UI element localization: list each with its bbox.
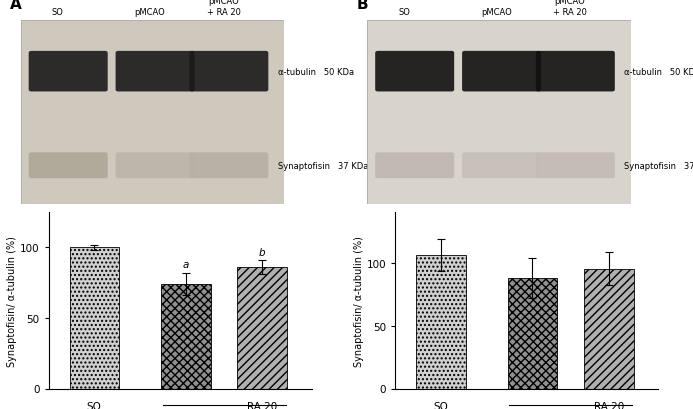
Bar (69, 248, 119, 389)
Y-axis label: Synaptofisin/ α-tubulin (%): Synaptofisin/ α-tubulin (%) (7, 235, 17, 366)
Text: RA 20: RA 20 (594, 401, 624, 409)
FancyBboxPatch shape (462, 153, 541, 179)
FancyBboxPatch shape (189, 153, 268, 179)
Text: pMCAO
+ RA 20: pMCAO + RA 20 (553, 0, 587, 17)
Text: Synaptofisin   37 KDa: Synaptofisin 37 KDa (624, 162, 693, 170)
FancyBboxPatch shape (536, 153, 615, 179)
Text: SO: SO (52, 8, 64, 17)
FancyBboxPatch shape (375, 52, 454, 92)
Bar (238, 267, 287, 389)
Text: b: b (259, 247, 265, 257)
FancyBboxPatch shape (462, 52, 541, 92)
Text: RA 20: RA 20 (247, 401, 277, 409)
FancyBboxPatch shape (28, 52, 107, 92)
Text: a: a (183, 260, 189, 270)
Bar (507, 278, 557, 389)
Text: α-tubulin   50 KDa: α-tubulin 50 KDa (624, 67, 693, 76)
Text: A: A (10, 0, 22, 11)
FancyBboxPatch shape (116, 153, 195, 179)
Text: B: B (357, 0, 369, 11)
Text: SO: SO (87, 401, 102, 409)
FancyBboxPatch shape (375, 153, 454, 179)
FancyBboxPatch shape (116, 52, 195, 92)
FancyBboxPatch shape (28, 153, 107, 179)
Text: SO: SO (398, 8, 410, 17)
Text: Synaptofisin   37 KDa: Synaptofisin 37 KDa (277, 162, 368, 170)
Text: pMCAO
+ RA 20: pMCAO + RA 20 (207, 0, 240, 17)
Text: SO: SO (433, 401, 448, 409)
Bar (161, 284, 211, 389)
Bar (416, 255, 466, 389)
FancyBboxPatch shape (536, 52, 615, 92)
Bar (584, 269, 633, 389)
FancyBboxPatch shape (189, 52, 268, 92)
Text: pMCAO: pMCAO (481, 8, 511, 17)
Text: α-tubulin   50 KDa: α-tubulin 50 KDa (277, 67, 353, 76)
Y-axis label: Synaptofisin/ α-tubulin (%): Synaptofisin/ α-tubulin (%) (353, 235, 364, 366)
Text: pMCAO: pMCAO (134, 8, 165, 17)
